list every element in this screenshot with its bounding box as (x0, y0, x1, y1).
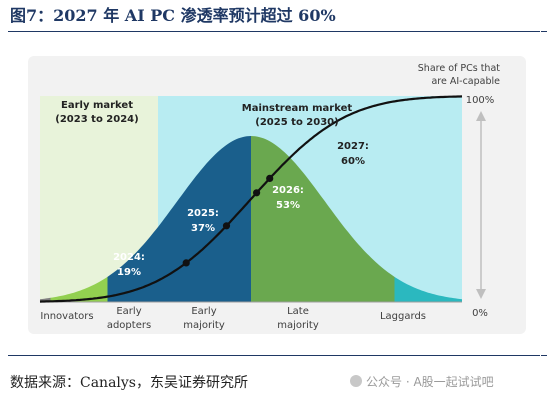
segment-label-early-adopters-line2: adopters (107, 320, 151, 331)
point-label-2025-value: 37% (191, 223, 215, 234)
right-tick-bottom (541, 355, 547, 356)
point-label-2025-year: 2025: (187, 208, 219, 219)
figure-title: 图7：2027 年 AI PC 渗透率预计超过 60% (10, 6, 336, 25)
watermark: 公众号 · A股一起试试吧 (350, 373, 494, 390)
point-label-2026-year: 2026: (272, 185, 304, 196)
segment-label-innovators: Innovators (40, 311, 93, 322)
axis-title-line2: are AI-capable (431, 76, 500, 87)
wechat-icon (350, 375, 362, 387)
phase-label-early-market-line1: Early market (61, 100, 133, 111)
axis-arrow-up-head (476, 111, 486, 121)
point-label-2027-value: 60% (341, 156, 365, 167)
adoption-point-2026 (253, 189, 261, 197)
point-label-2026-value: 53% (276, 200, 300, 211)
segment-early-majority (107, 136, 251, 302)
top-divider (8, 31, 540, 32)
phase-label-mainstream-line2: (2025 to 2030) (255, 117, 338, 128)
segment-label-laggards: Laggards (380, 311, 426, 322)
bottom-divider (8, 355, 540, 356)
adoption-point-2025 (222, 222, 231, 230)
phase-label-mainstream-line1: Mainstream market (242, 103, 353, 114)
segment-label-late-majority-line2: majority (277, 320, 319, 331)
segment-label-early-majority-line2: majority (183, 320, 225, 331)
segment-label-early-majority-line1: Early (191, 306, 216, 317)
right-tick-top (541, 31, 547, 32)
phase-label-early-market-line2: (2023 to 2024) (55, 114, 138, 125)
point-label-2024-year: 2024: (113, 252, 145, 263)
y-tick-label-0: 0% (472, 308, 488, 319)
axis-arrow-down-head (476, 289, 486, 299)
point-label-2027-year: 2027: (337, 141, 369, 152)
adoption-s-curve (39, 95, 463, 303)
segment-late-majority (251, 136, 395, 302)
adoption-point-2027 (266, 174, 274, 182)
segment-early-adopters (50, 276, 108, 302)
axis-title-line1: Share of PCs that (418, 63, 501, 74)
watermark-text: 公众号 · A股一起试试吧 (366, 375, 494, 389)
source-note: 数据来源：Canalys，东吴证券研究所 (10, 375, 248, 391)
adoption-point-2024 (182, 259, 190, 267)
segment-laggards (394, 276, 462, 302)
segment-label-late-majority-line1: Late (287, 306, 309, 317)
y-tick-label-100: 100% (466, 95, 495, 106)
point-label-2024-value: 19% (117, 267, 141, 278)
segment-label-early-adopters-line1: Early (116, 306, 141, 317)
